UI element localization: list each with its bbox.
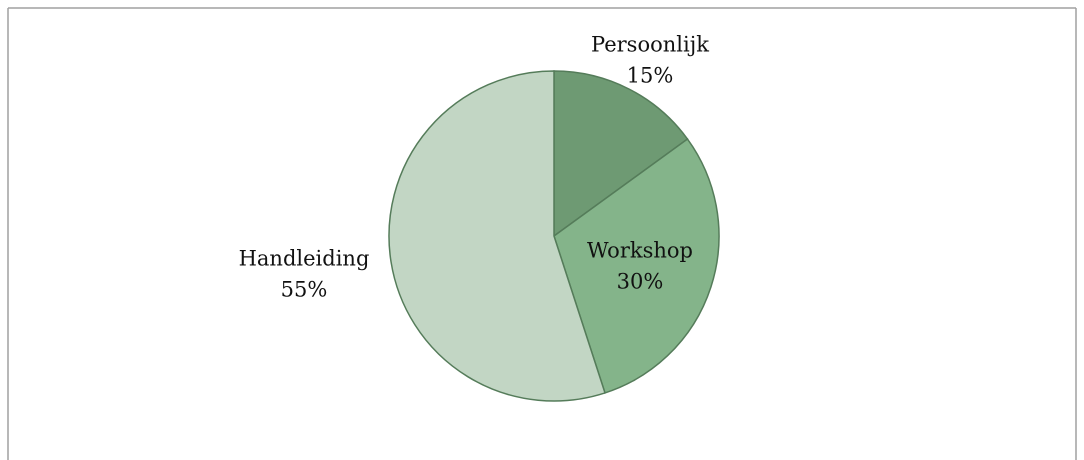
pie-slice <box>553 137 720 394</box>
pie-slice <box>553 70 689 238</box>
slice-label: Workshop <box>587 239 693 263</box>
slice-value-label: 55% <box>281 278 328 302</box>
pie-slice <box>388 70 606 402</box>
slice-label: Handleiding <box>239 247 370 271</box>
slice-label: Persoonlijk <box>591 33 709 57</box>
slice-value-label: 15% <box>627 64 674 88</box>
slice-value-label: 30% <box>617 270 664 294</box>
